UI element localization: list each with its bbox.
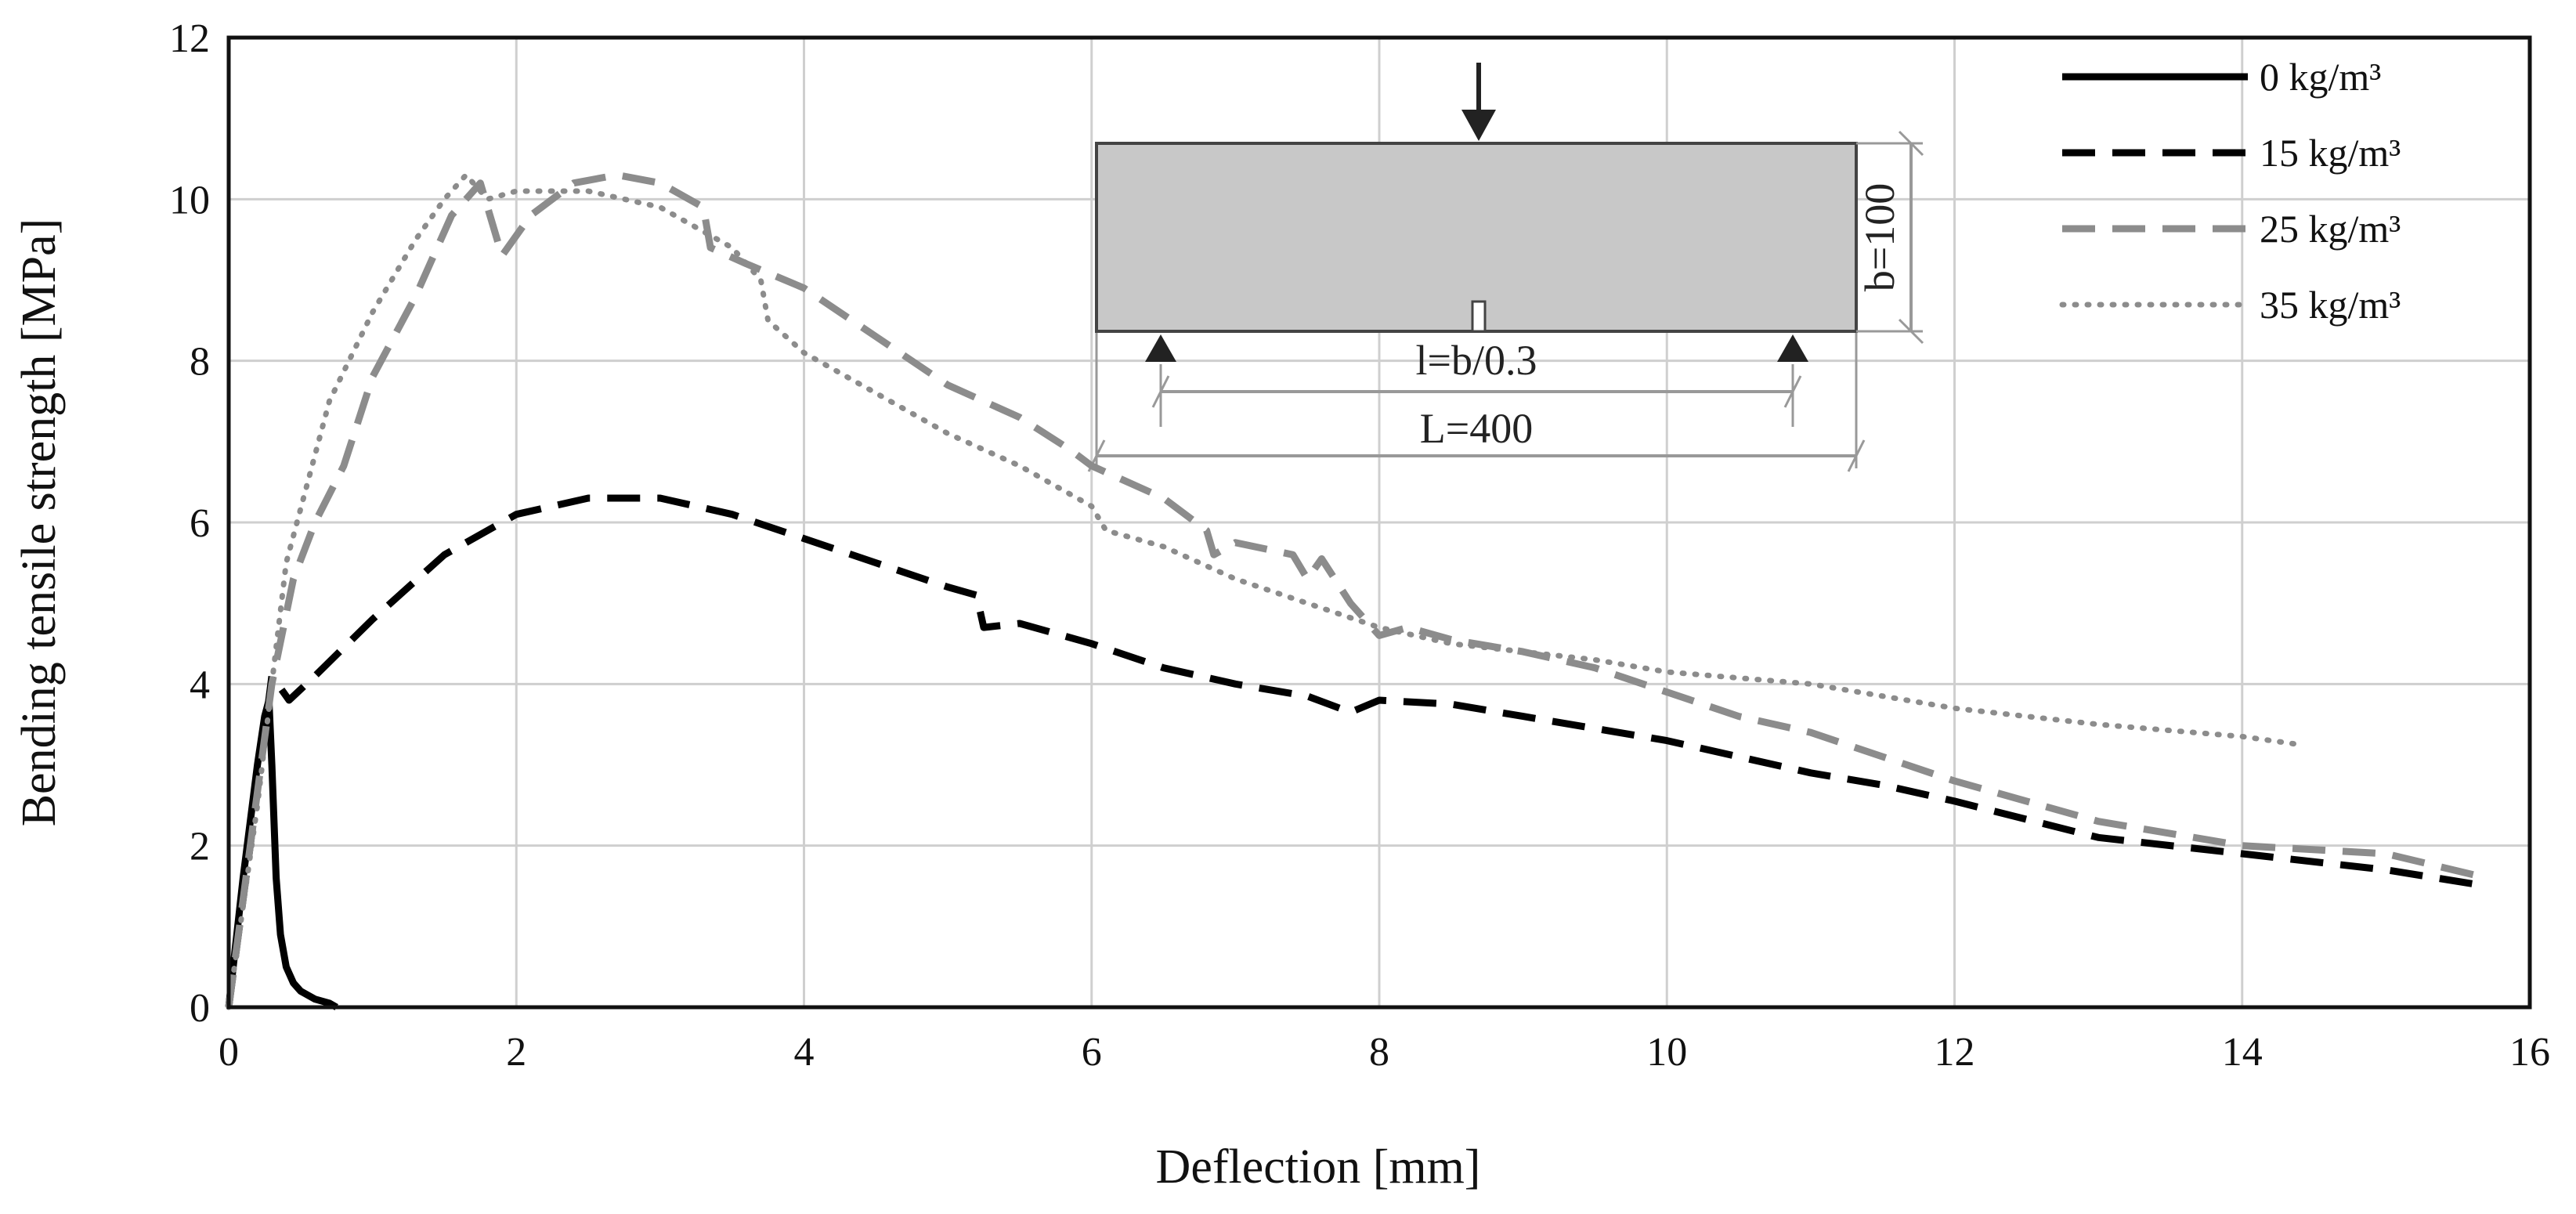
y-tick-label: 8 — [190, 340, 210, 385]
x-axis-title: Deflection [mm] — [1156, 1140, 1481, 1194]
x-tick-label: 2 — [506, 1030, 526, 1075]
series-layer — [225, 171, 2487, 1010]
y-tick-label: 0 — [190, 986, 210, 1031]
y-axis-title: Bending tensile strength [MPa] — [13, 219, 66, 827]
span-slash-right — [1783, 375, 1802, 408]
x-tick-label: 12 — [1935, 1030, 1975, 1075]
plot-frame — [226, 35, 2532, 1010]
y-tick-label: 12 — [169, 16, 210, 61]
x-tick-label: 0 — [219, 1030, 239, 1075]
x-tick-label: 10 — [1646, 1030, 1687, 1075]
left-support — [1145, 334, 1176, 362]
legend-label-0: 0 kg/m³ — [2260, 55, 2381, 99]
span-slash-left — [1151, 375, 1170, 408]
series-line-1 — [225, 494, 2487, 1008]
beam-notch — [1471, 300, 1487, 333]
legend-label-2: 25 kg/m³ — [2260, 207, 2401, 251]
length-slash-right — [1847, 439, 1866, 472]
x-tick-label: 8 — [1369, 1030, 1389, 1075]
y-tick-label: 6 — [190, 501, 210, 546]
axis-ticks: 0 2 4 6 8 10 12 14 16 0 2 4 6 8 10 12 — [169, 16, 2550, 1075]
x-tick-label: 14 — [2222, 1030, 2263, 1075]
y-tick-label: 2 — [190, 825, 210, 869]
legend-label-1: 15 kg/m³ — [2260, 131, 2401, 175]
series-line-2 — [225, 171, 2487, 1008]
span-label: l=b/0.3 — [1416, 337, 1537, 384]
y-tick-label: 4 — [190, 663, 210, 707]
depth-slash-bottom — [1898, 318, 1924, 345]
series-line-3 — [226, 172, 2303, 1010]
legend: 0 kg/m³ 15 kg/m³ 25 kg/m³ 35 kg/m³ — [2059, 55, 2401, 327]
x-tick-label: 4 — [794, 1030, 815, 1075]
right-support — [1777, 334, 1808, 362]
beam-specimen — [1095, 142, 1858, 333]
x-tick-label: 16 — [2509, 1030, 2550, 1075]
depth-slash-top — [1898, 130, 1924, 157]
x-tick-label: 6 — [1082, 1030, 1102, 1075]
beam-test-diagram: b=100 l=b/0.3 L=400 — [1087, 63, 1924, 472]
length-label: L=400 — [1420, 405, 1533, 452]
y-tick-label: 10 — [169, 178, 210, 222]
depth-label: b=100 — [1856, 183, 1903, 291]
legend-label-3: 35 kg/m³ — [2260, 283, 2401, 327]
load-arrow-head — [1461, 110, 1496, 141]
